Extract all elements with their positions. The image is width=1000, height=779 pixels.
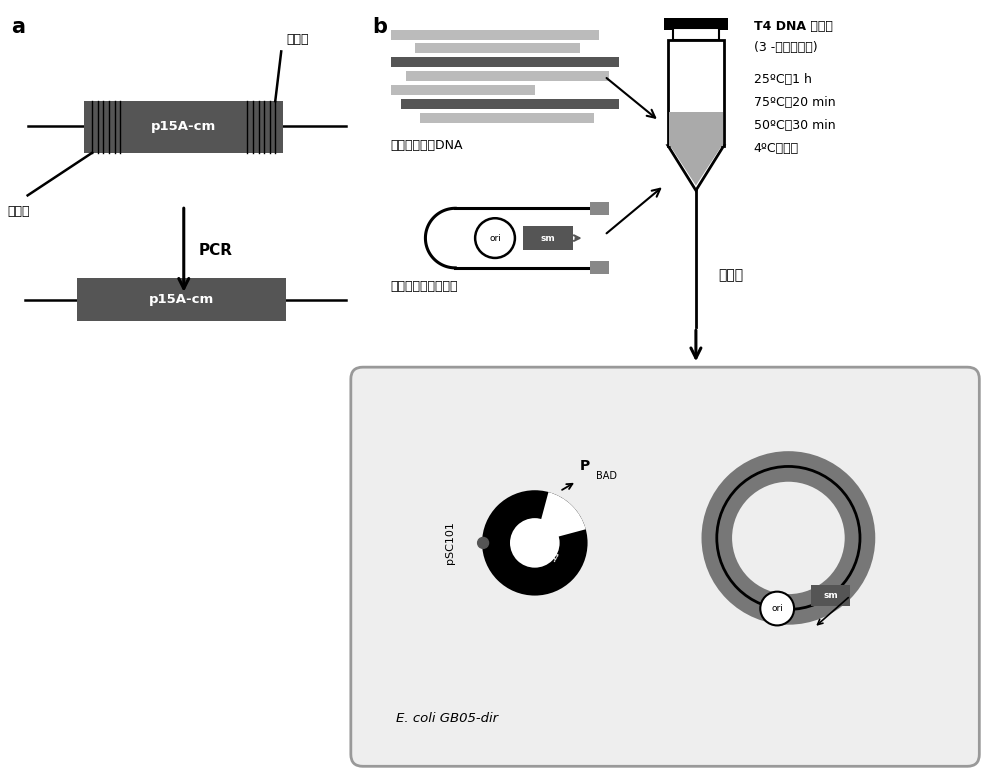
Bar xyxy=(77,278,286,322)
Bar xyxy=(406,72,609,81)
Text: sm: sm xyxy=(823,591,838,601)
Circle shape xyxy=(478,538,489,548)
Text: 25ºC，1 h: 25ºC，1 h xyxy=(754,73,811,86)
Circle shape xyxy=(475,218,515,258)
Text: T4 DNA 聚合醂: T4 DNA 聚合醂 xyxy=(754,19,832,33)
Text: sm: sm xyxy=(540,234,555,242)
Bar xyxy=(811,585,850,606)
Text: BAD: BAD xyxy=(596,471,617,481)
Bar xyxy=(669,111,723,146)
Text: ori: ori xyxy=(489,234,501,242)
Text: 75ºC，20 min: 75ºC，20 min xyxy=(754,96,835,109)
Text: pSC101: pSC101 xyxy=(445,521,455,564)
Polygon shape xyxy=(670,146,722,185)
Text: PCR: PCR xyxy=(199,242,233,258)
Bar xyxy=(84,101,283,153)
Circle shape xyxy=(509,517,561,569)
Bar xyxy=(420,113,594,123)
Text: 同源臂: 同源臂 xyxy=(8,206,30,218)
Text: 酶切的基因组DNA: 酶切的基因组DNA xyxy=(391,139,463,152)
Circle shape xyxy=(483,492,587,594)
Bar xyxy=(590,262,609,274)
Bar xyxy=(590,202,609,215)
Bar xyxy=(415,44,580,54)
Circle shape xyxy=(760,592,794,626)
Text: 50ºC，30 min: 50ºC，30 min xyxy=(754,119,835,132)
Text: p15A-cm: p15A-cm xyxy=(151,121,216,133)
Text: 同源臂: 同源臂 xyxy=(286,33,309,47)
Text: 电转化: 电转化 xyxy=(719,268,744,282)
FancyBboxPatch shape xyxy=(351,367,979,767)
Bar xyxy=(523,226,573,250)
Polygon shape xyxy=(668,146,724,190)
Text: (3 -核酸外切醂): (3 -核酸外切醂) xyxy=(754,41,817,54)
Text: a: a xyxy=(11,16,25,37)
Bar xyxy=(401,99,619,109)
Bar xyxy=(673,27,719,40)
Text: 4ºC，保温: 4ºC，保温 xyxy=(754,142,799,155)
Bar xyxy=(391,85,535,95)
Bar xyxy=(664,18,728,30)
Text: 带同源臂的线性载体: 带同源臂的线性载体 xyxy=(391,280,458,293)
Bar xyxy=(391,58,619,67)
Text: p15A-cm: p15A-cm xyxy=(149,293,214,306)
Bar xyxy=(391,30,599,40)
Text: b: b xyxy=(373,16,388,37)
Text: E. coli GB05-dir: E. coli GB05-dir xyxy=(396,711,498,724)
Text: ETγA: ETγA xyxy=(535,538,559,564)
Bar xyxy=(668,40,724,146)
Text: ori: ori xyxy=(771,604,783,613)
Text: P: P xyxy=(580,460,590,474)
Wedge shape xyxy=(535,492,586,543)
